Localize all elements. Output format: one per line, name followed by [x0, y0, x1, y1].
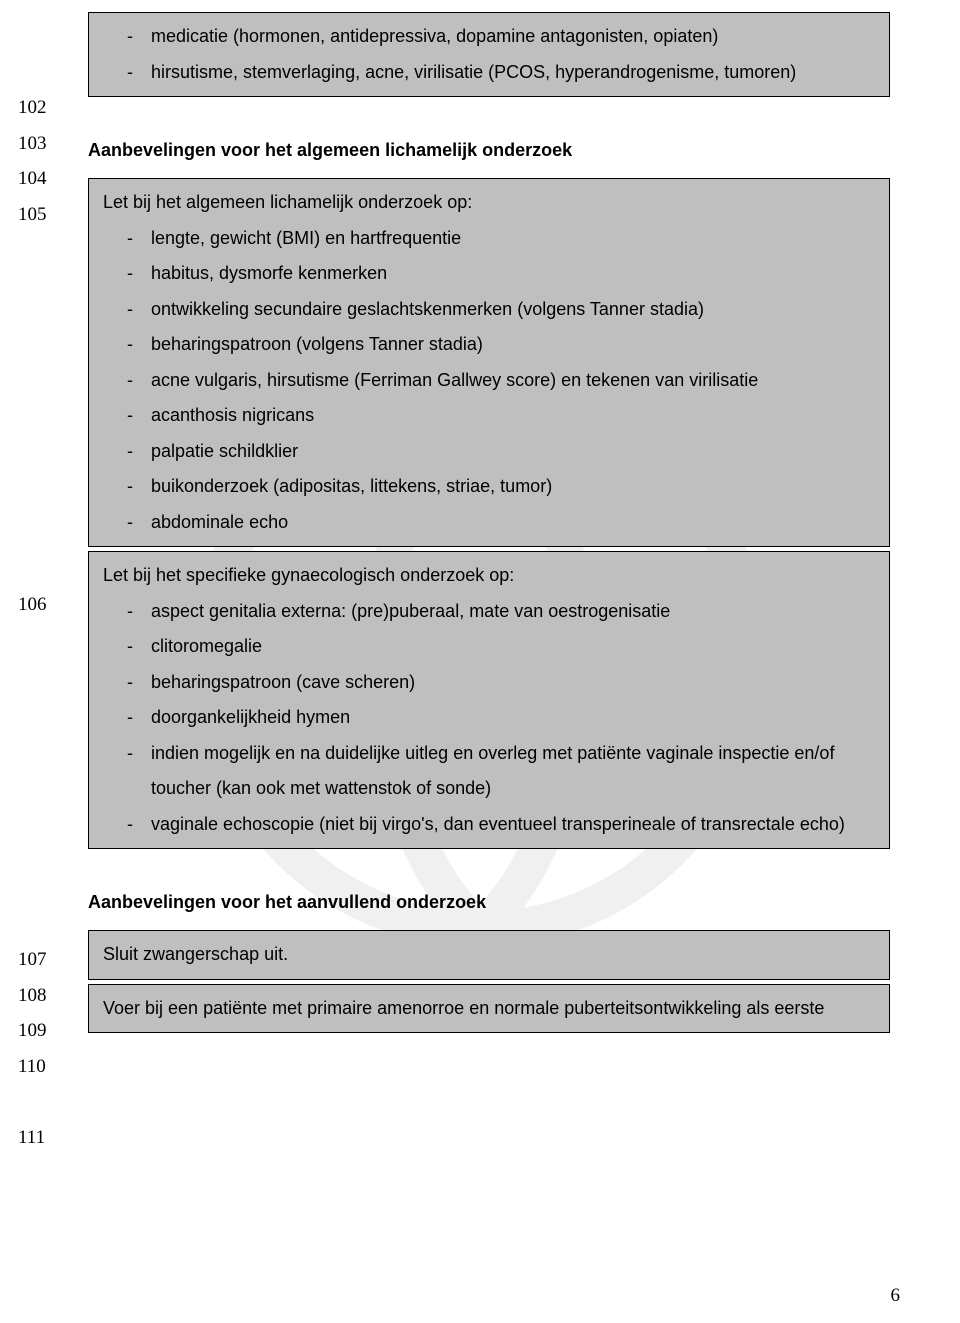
- list-item: aspect genitalia externa: (pre)puberaal,…: [103, 594, 875, 630]
- box-text: Sluit zwangerschap uit.: [103, 937, 875, 973]
- list-item: doorgankelijkheid hymen: [103, 700, 875, 736]
- section-heading: Aanbevelingen voor het aanvullend onderz…: [88, 885, 890, 921]
- list-item: vaginale echoscopie (niet bij virgo's, d…: [103, 807, 875, 843]
- text-box-amenorrhea: Voer bij een patiënte met primaire ameno…: [88, 984, 890, 1034]
- line-number: 107: [18, 942, 70, 978]
- list-item: beharingspatroon (volgens Tanner stadia): [103, 327, 875, 363]
- line-number: 110: [18, 1049, 70, 1085]
- text-box-pregnancy: Sluit zwangerschap uit.: [88, 930, 890, 980]
- list-item: beharingspatroon (cave scheren): [103, 665, 875, 701]
- line-number: 108: [18, 978, 70, 1014]
- text-box-medication: medicatie (hormonen, antidepressiva, dop…: [88, 12, 890, 97]
- list-item: indien mogelijk en na duidelijke uitleg …: [103, 736, 875, 807]
- line-number: 105: [18, 197, 70, 233]
- list-item: palpatie schildklier: [103, 434, 875, 470]
- list-item: abdominale echo: [103, 505, 875, 541]
- list-item: medicatie (hormonen, antidepressiva, dop…: [103, 19, 875, 55]
- box-intro: Let bij het specifieke gynaecologisch on…: [103, 558, 875, 594]
- document-page: 102 103 104 105 106 107 108: [0, 0, 960, 1323]
- section-heading: Aanbevelingen voor het algemeen lichamel…: [88, 133, 890, 169]
- page-content: 102 103 104 105 106 107 108: [0, 0, 900, 1155]
- line-number: 106: [18, 587, 70, 623]
- list-item: habitus, dysmorfe kenmerken: [103, 256, 875, 292]
- page-number: 6: [891, 1285, 901, 1307]
- line-number: 103: [18, 126, 70, 162]
- list-item: ontwikkeling secundaire geslachtskenmerk…: [103, 292, 875, 328]
- line-number: 104: [18, 161, 70, 197]
- list-item: acanthosis nigricans: [103, 398, 875, 434]
- line-number: 102: [18, 90, 70, 126]
- list-item: acne vulgaris, hirsutisme (Ferriman Gall…: [103, 363, 875, 399]
- list-item: hirsutisme, stemverlaging, acne, virilis…: [103, 55, 875, 91]
- box-intro: Let bij het algemeen lichamelijk onderzo…: [103, 185, 875, 221]
- text-box-physical-exam: Let bij het algemeen lichamelijk onderzo…: [88, 178, 890, 547]
- line-number-gutter: 102 103 104 105 106 107 108: [0, 0, 70, 1155]
- box-text: Voer bij een patiënte met primaire ameno…: [103, 991, 875, 1027]
- main-column: medicatie (hormonen, antidepressiva, dop…: [70, 0, 900, 1033]
- list-item: clitoromegalie: [103, 629, 875, 665]
- text-box-gyn-exam: Let bij het specifieke gynaecologisch on…: [88, 551, 890, 849]
- list-item: buikonderzoek (adipositas, littekens, st…: [103, 469, 875, 505]
- line-number: 111: [18, 1120, 70, 1156]
- line-number: 109: [18, 1013, 70, 1049]
- list-item: lengte, gewicht (BMI) en hartfrequentie: [103, 221, 875, 257]
